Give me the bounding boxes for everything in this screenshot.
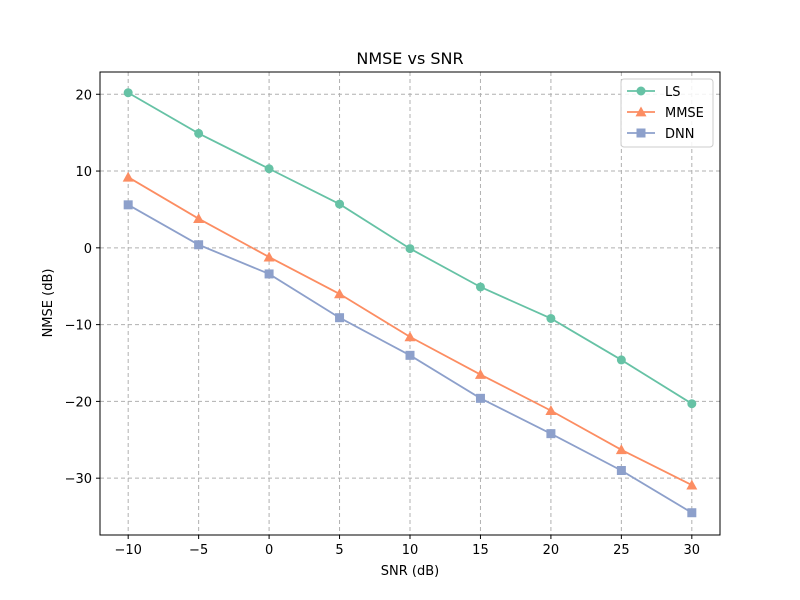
legend: LS MMSE DNN xyxy=(620,78,714,148)
y-tick-label: 20 xyxy=(75,88,92,103)
x-tick-label: 30 xyxy=(684,543,701,558)
series-ls xyxy=(123,88,697,409)
x-axis-label: SNR (dB) xyxy=(381,564,439,579)
data-point-dnn xyxy=(616,466,626,476)
x-tick-label: 0 xyxy=(265,543,273,558)
data-point-dnn xyxy=(405,350,415,360)
x-tick-label: 10 xyxy=(402,543,419,558)
data-point-mmse xyxy=(122,171,134,182)
data-point-ls xyxy=(546,313,556,323)
x-tick-label: 15 xyxy=(472,543,489,558)
x-tick-label: 20 xyxy=(543,543,560,558)
data-point-dnn xyxy=(335,313,345,323)
data-point-ls xyxy=(405,244,415,254)
data-point-dnn xyxy=(264,269,274,279)
y-tick-label: −10 xyxy=(65,319,92,334)
data-point-mmse xyxy=(545,405,557,416)
data-point-dnn xyxy=(194,240,204,250)
data-point-dnn xyxy=(687,508,697,518)
y-tick-label: −30 xyxy=(65,472,92,487)
data-point-ls xyxy=(687,399,697,409)
legend-marker-mmse xyxy=(635,106,647,117)
series-dnn xyxy=(123,200,697,518)
series-mmse xyxy=(122,171,698,490)
data-point-ls xyxy=(616,355,626,365)
data-point-mmse xyxy=(474,369,486,379)
x-tick-label: 25 xyxy=(613,543,630,558)
data-point-dnn xyxy=(475,393,485,403)
data-point-mmse xyxy=(686,479,698,490)
data-point-mmse xyxy=(193,213,205,224)
legend-label-dnn: DNN xyxy=(665,127,694,142)
legend-label-ls: LS xyxy=(665,85,681,100)
data-point-ls xyxy=(335,199,345,209)
y-tick-label: 10 xyxy=(75,165,92,180)
x-tick-label: 5 xyxy=(335,543,343,558)
data-point-mmse xyxy=(334,288,346,299)
ticks: −10 −5 0 5 10 15 20 25 30 −30 −20 −10 0 10 20 xyxy=(65,88,701,558)
y-axis-label: NMSE (dB) xyxy=(41,269,56,338)
chart-title: NMSE vs SNR xyxy=(356,49,463,68)
data-point-ls xyxy=(123,88,133,98)
data-point-mmse xyxy=(263,251,275,262)
legend-marker-dnn xyxy=(636,128,646,138)
y-tick-label: 0 xyxy=(84,242,92,257)
y-tick-label: −20 xyxy=(65,395,92,410)
legend-marker-ls xyxy=(636,86,646,96)
data-point-mmse xyxy=(404,331,416,342)
legend-label-mmse: MMSE xyxy=(665,106,704,121)
x-tick-label: −5 xyxy=(189,543,208,558)
data-point-dnn xyxy=(123,200,133,210)
data-point-ls xyxy=(264,164,274,174)
data-point-mmse xyxy=(615,444,627,455)
data-point-ls xyxy=(475,282,485,292)
x-tick-label: −10 xyxy=(114,543,141,558)
data-point-ls xyxy=(194,128,204,138)
series-layer xyxy=(122,88,698,518)
data-point-dnn xyxy=(546,429,556,439)
